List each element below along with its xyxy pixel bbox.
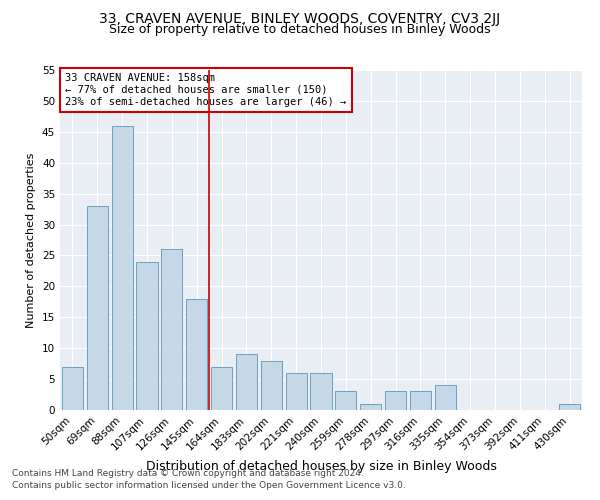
Bar [87, 206, 108, 410]
Bar [236, 354, 257, 410]
Bar [410, 392, 431, 410]
Bar [360, 404, 381, 410]
Text: Contains HM Land Registry data © Crown copyright and database right 2024.: Contains HM Land Registry data © Crown c… [12, 468, 364, 477]
Bar [335, 392, 356, 410]
X-axis label: Distribution of detached houses by size in Binley Woods: Distribution of detached houses by size … [146, 460, 496, 473]
Text: Size of property relative to detached houses in Binley Woods: Size of property relative to detached ho… [109, 22, 491, 36]
Bar [435, 386, 456, 410]
Bar [310, 373, 332, 410]
Bar [161, 250, 182, 410]
Bar [186, 298, 207, 410]
Bar [211, 366, 232, 410]
Text: 33, CRAVEN AVENUE, BINLEY WOODS, COVENTRY, CV3 2JJ: 33, CRAVEN AVENUE, BINLEY WOODS, COVENTR… [100, 12, 500, 26]
Text: 33 CRAVEN AVENUE: 158sqm
← 77% of detached houses are smaller (150)
23% of semi-: 33 CRAVEN AVENUE: 158sqm ← 77% of detach… [65, 74, 346, 106]
Bar [559, 404, 580, 410]
Bar [112, 126, 133, 410]
Bar [286, 373, 307, 410]
Bar [136, 262, 158, 410]
Text: Contains public sector information licensed under the Open Government Licence v3: Contains public sector information licen… [12, 481, 406, 490]
Bar [385, 392, 406, 410]
Y-axis label: Number of detached properties: Number of detached properties [26, 152, 37, 328]
Bar [62, 366, 83, 410]
Bar [261, 360, 282, 410]
